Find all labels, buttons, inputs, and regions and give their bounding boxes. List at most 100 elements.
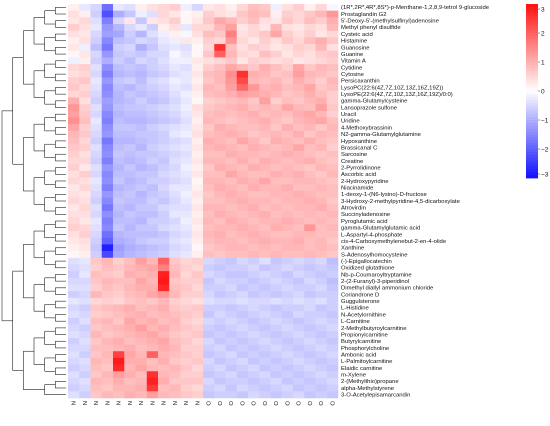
heatmap-cell [90, 57, 103, 65]
heatmap-cell [158, 177, 170, 185]
heatmap-cell [90, 244, 103, 252]
heatmap-cell [158, 144, 170, 152]
heatmap-cell [248, 251, 260, 259]
row-label: Prostaglandin G2 [341, 12, 387, 18]
heatmap-cell [326, 104, 339, 112]
heatmap-cell [124, 184, 136, 192]
heatmap-cell [259, 344, 271, 352]
heatmap-cell [259, 10, 271, 18]
heatmap-cell [304, 90, 316, 98]
heatmap-cell [124, 130, 136, 138]
heatmap-cell [79, 364, 91, 372]
heatmap-cell [101, 190, 114, 198]
heatmap-cell [326, 137, 339, 145]
heatmap-cell [101, 77, 114, 85]
row-label: Succinyladenosine [341, 212, 391, 218]
heatmap-cell [113, 197, 125, 205]
heatmap-cell [225, 170, 238, 178]
heatmap-cell [146, 150, 159, 158]
heatmap-cell [281, 90, 294, 98]
heatmap-cell [326, 44, 339, 52]
heatmap-cell [124, 391, 136, 399]
heatmap-cell [270, 197, 283, 205]
heatmap-cell [326, 351, 339, 359]
colorbar-segment [526, 64, 538, 69]
colorbar-segment [526, 21, 538, 25]
row-label: 5'-Deoxy-5'-(methylsulfinyl)adenosine [341, 19, 440, 25]
heatmap-cell [326, 150, 339, 158]
heatmap-cell [304, 351, 316, 359]
heatmap-cell [90, 144, 103, 152]
heatmap-cell [293, 97, 305, 105]
heatmap-cell [281, 97, 294, 105]
heatmap-cell [79, 317, 91, 325]
heatmap-cell [135, 64, 148, 72]
heatmap-cell [270, 264, 283, 272]
heatmap-cell [79, 224, 91, 232]
heatmap-cell [304, 170, 316, 178]
heatmap-cell [304, 130, 316, 138]
heatmap-cell [135, 351, 148, 359]
heatmap-cell [146, 24, 159, 32]
heatmap-cell [90, 371, 103, 379]
heatmap-cell [236, 197, 249, 205]
heatmap-cell [259, 90, 271, 98]
heatmap-cell [169, 97, 181, 105]
heatmap-cell [326, 291, 339, 299]
heatmap-cell [101, 144, 114, 152]
row-label: Coriandrone D [341, 292, 379, 298]
heatmap-cell [146, 137, 159, 145]
heatmap-cell [191, 344, 204, 352]
heatmap-cell [214, 70, 226, 78]
heatmap-cell [259, 357, 271, 365]
heatmap-cell [304, 277, 316, 285]
heatmap-cell [236, 104, 249, 112]
heatmap-cell [293, 37, 305, 45]
colorbar-segment [526, 76, 538, 80]
heatmap-cell [169, 237, 181, 245]
heatmap-cell [180, 30, 193, 38]
heatmap-cell [113, 157, 125, 165]
heatmap-cell [191, 357, 204, 365]
heatmap-cell [259, 204, 271, 212]
heatmap-cell [315, 297, 328, 305]
heatmap-cell [293, 150, 305, 158]
heatmap-cell [169, 190, 181, 198]
row-dendrogram [1, 7, 66, 395]
heatmap-cell [113, 164, 125, 172]
heatmap-cell [225, 77, 238, 85]
heatmap-cell [203, 244, 215, 252]
heatmap-cell [113, 117, 125, 125]
heatmap-cell [90, 164, 103, 172]
heatmap-cell [101, 337, 114, 345]
heatmap-cell [79, 251, 91, 259]
heatmap-cell [293, 157, 305, 165]
heatmap-cell [158, 317, 170, 325]
heatmap-cell [90, 24, 103, 32]
heatmap-cell [90, 304, 103, 312]
heatmap-cell [248, 297, 260, 305]
heatmap-cell [113, 331, 125, 339]
heatmap-cell [270, 231, 283, 239]
colorbar-segment [526, 169, 538, 173]
heatmap-cell [326, 70, 339, 78]
heatmap-cell [281, 4, 294, 11]
heatmap-cell [169, 331, 181, 339]
heatmap-cell [259, 4, 271, 11]
heatmap-cell [326, 324, 339, 332]
heatmap-cell [281, 50, 294, 58]
heatmap-cell [158, 311, 170, 319]
heatmap-cell [113, 351, 125, 359]
heatmap-cell [124, 324, 136, 332]
heatmap-cell [124, 197, 136, 205]
heatmap-cell [225, 130, 238, 138]
colorbar-segment [526, 44, 538, 48]
heatmap-cell [259, 17, 271, 25]
heatmap-cell [315, 304, 328, 312]
heatmap-cell [68, 104, 80, 112]
heatmap-cell [225, 297, 238, 305]
heatmap-cell [169, 357, 181, 365]
heatmap-cell [304, 50, 316, 58]
heatmap-cell [191, 264, 204, 272]
colorbar-segment [526, 85, 538, 89]
